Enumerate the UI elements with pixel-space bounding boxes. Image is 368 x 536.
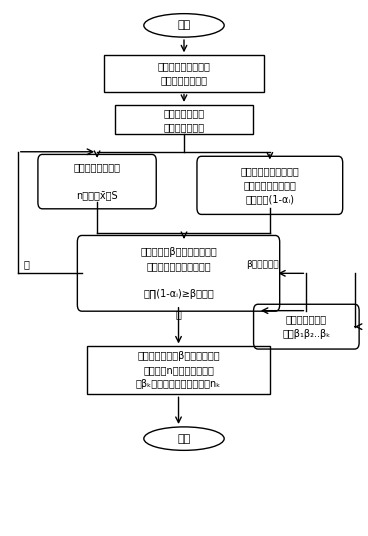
Text: 假定各项性能指
标服从正态分布: 假定各项性能指 标服从正态分布	[163, 108, 205, 132]
Text: 结束: 结束	[177, 434, 191, 444]
Bar	[87, 346, 270, 394]
Text: 设定可靠度β，假定各项性能
合格与否都是独立的，验

算∏(1-αᵢ)≥β是否满: 设定可靠度β，假定各项性能 合格与否都是独立的，验 算∏(1-αᵢ)≥β是否满	[140, 247, 217, 300]
Text: 取一组不同的可
靠度β₁β₂..βₖ: 取一组不同的可 靠度β₁β₂..βₖ	[282, 315, 330, 339]
Text: 开始: 开始	[177, 20, 191, 31]
Text: 计算置信区间，并使其
位于标准规定的区间
内，求得(1-αᵢ): 计算置信区间，并使其 位于标准规定的区间 内，求得(1-αᵢ)	[240, 166, 299, 204]
Bar	[114, 105, 254, 135]
Text: 得到预计可靠度β下的最小检测
样本数目n以和优化后可靠
度βₖ及相应的最小检测数目nₖ: 得到预计可靠度β下的最小检测 样本数目n以和优化后可靠 度βₖ及相应的最小检测数…	[136, 352, 221, 389]
Bar	[104, 55, 264, 92]
Text: 否: 否	[23, 259, 29, 269]
Text: 设定检测样本数量

n，计算x̄和S: 设定检测样本数量 n，计算x̄和S	[74, 162, 121, 200]
Text: 是: 是	[176, 309, 181, 319]
Text: β敏感性分析: β敏感性分析	[246, 260, 279, 269]
Text: 确定隔震橡胶支座性
能检测的主要指标: 确定隔震橡胶支座性 能检测的主要指标	[158, 62, 210, 85]
